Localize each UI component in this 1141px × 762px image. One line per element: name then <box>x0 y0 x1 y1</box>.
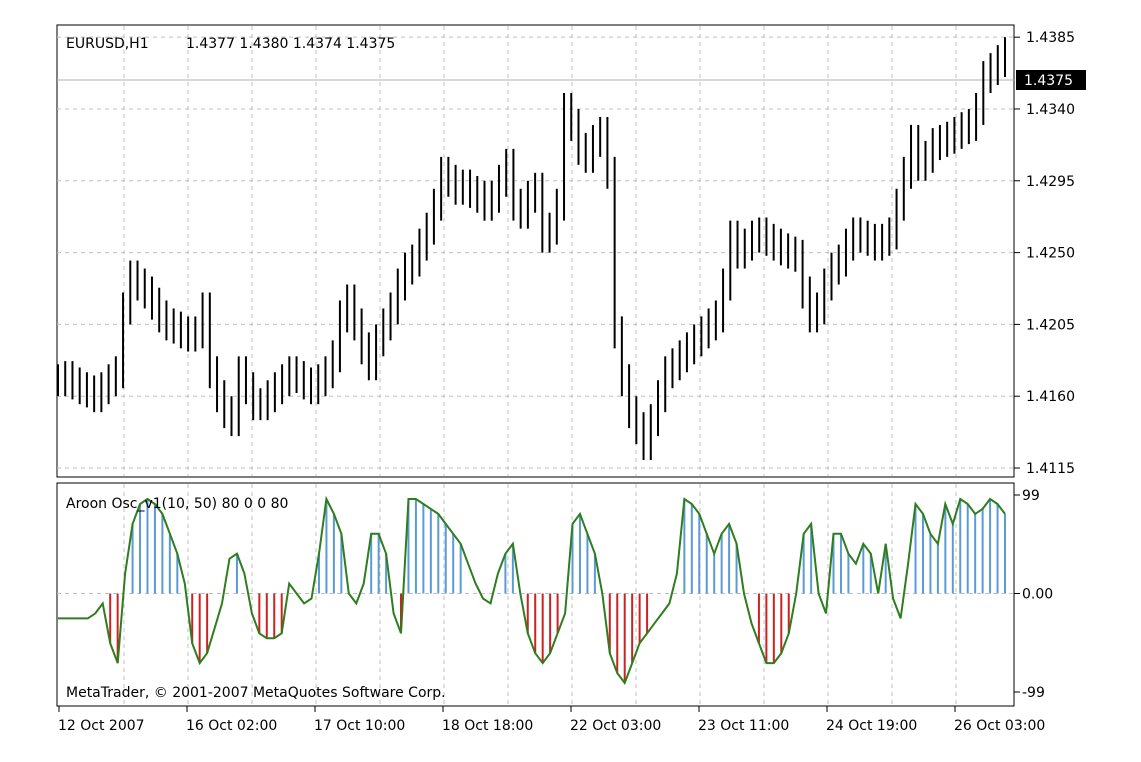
current-price-box <box>1016 70 1086 90</box>
time-tick-label: 18 Oct 18:00 <box>442 718 533 734</box>
time-tick-label: 22 Oct 03:00 <box>570 718 661 734</box>
time-tick-label: 17 Oct 10:00 <box>314 718 405 734</box>
oscillator-histogram <box>109 498 1006 684</box>
price-axis: 1.4385 1.4340 1.4295 1.4250 1.4205 1.4160 1.41… <box>1014 30 1075 477</box>
price-panel-frame <box>56 24 1015 478</box>
aroon-oscillator-line <box>58 495 1006 686</box>
indicator-axis: 99 0.00 -99 <box>1014 488 1053 701</box>
copyright-label: MetaTrader, © 2001-2007 MetaQuotes Softw… <box>66 685 446 701</box>
price-tick-label: 1.4160 <box>1026 389 1075 405</box>
symbol-label: EURUSD,H1 <box>66 36 149 52</box>
current-price-label: 1.4375 <box>1024 73 1073 89</box>
price-tick-label: 1.4385 <box>1026 30 1075 46</box>
time-tick-label: 16 Oct 02:00 <box>186 718 277 734</box>
price-bars <box>57 37 1006 461</box>
time-tick-label: 26 Oct 03:00 <box>954 718 1045 734</box>
indicator-panel: Aroon Osc_v1(10, 50) 80 0 0 80 MetaTrade… <box>56 482 1053 707</box>
price-grid <box>57 26 1014 476</box>
price-tick-label: 1.4340 <box>1026 102 1075 118</box>
indicator-label: Aroon Osc_v1(10, 50) 80 0 0 80 <box>66 496 288 512</box>
price-tick-label: 1.4250 <box>1026 246 1075 262</box>
indicator-tick-label: 99 <box>1022 488 1040 504</box>
indicator-tick-label: 0.00 <box>1022 587 1053 603</box>
time-tick-label: 23 Oct 11:00 <box>698 718 789 734</box>
time-tick-label: 12 Oct 2007 <box>58 718 145 734</box>
price-panel: EURUSD,H1 1.4377 1.4380 1.4374 1.4375 1.… <box>56 24 1086 478</box>
ohlc-label: 1.4377 1.4380 1.4374 1.4375 <box>186 36 395 52</box>
time-tick-label: 24 Oct 19:00 <box>826 718 917 734</box>
indicator-grid <box>57 484 1014 705</box>
price-tick-label: 1.4295 <box>1026 174 1075 190</box>
time-axis: 12 Oct 2007 16 Oct 02:00 17 Oct 10:00 18 Oc… <box>58 706 1045 734</box>
price-tick-label: 1.4115 <box>1026 461 1075 477</box>
indicator-tick-label: -99 <box>1022 685 1045 701</box>
price-tick-label: 1.4205 <box>1026 317 1075 333</box>
